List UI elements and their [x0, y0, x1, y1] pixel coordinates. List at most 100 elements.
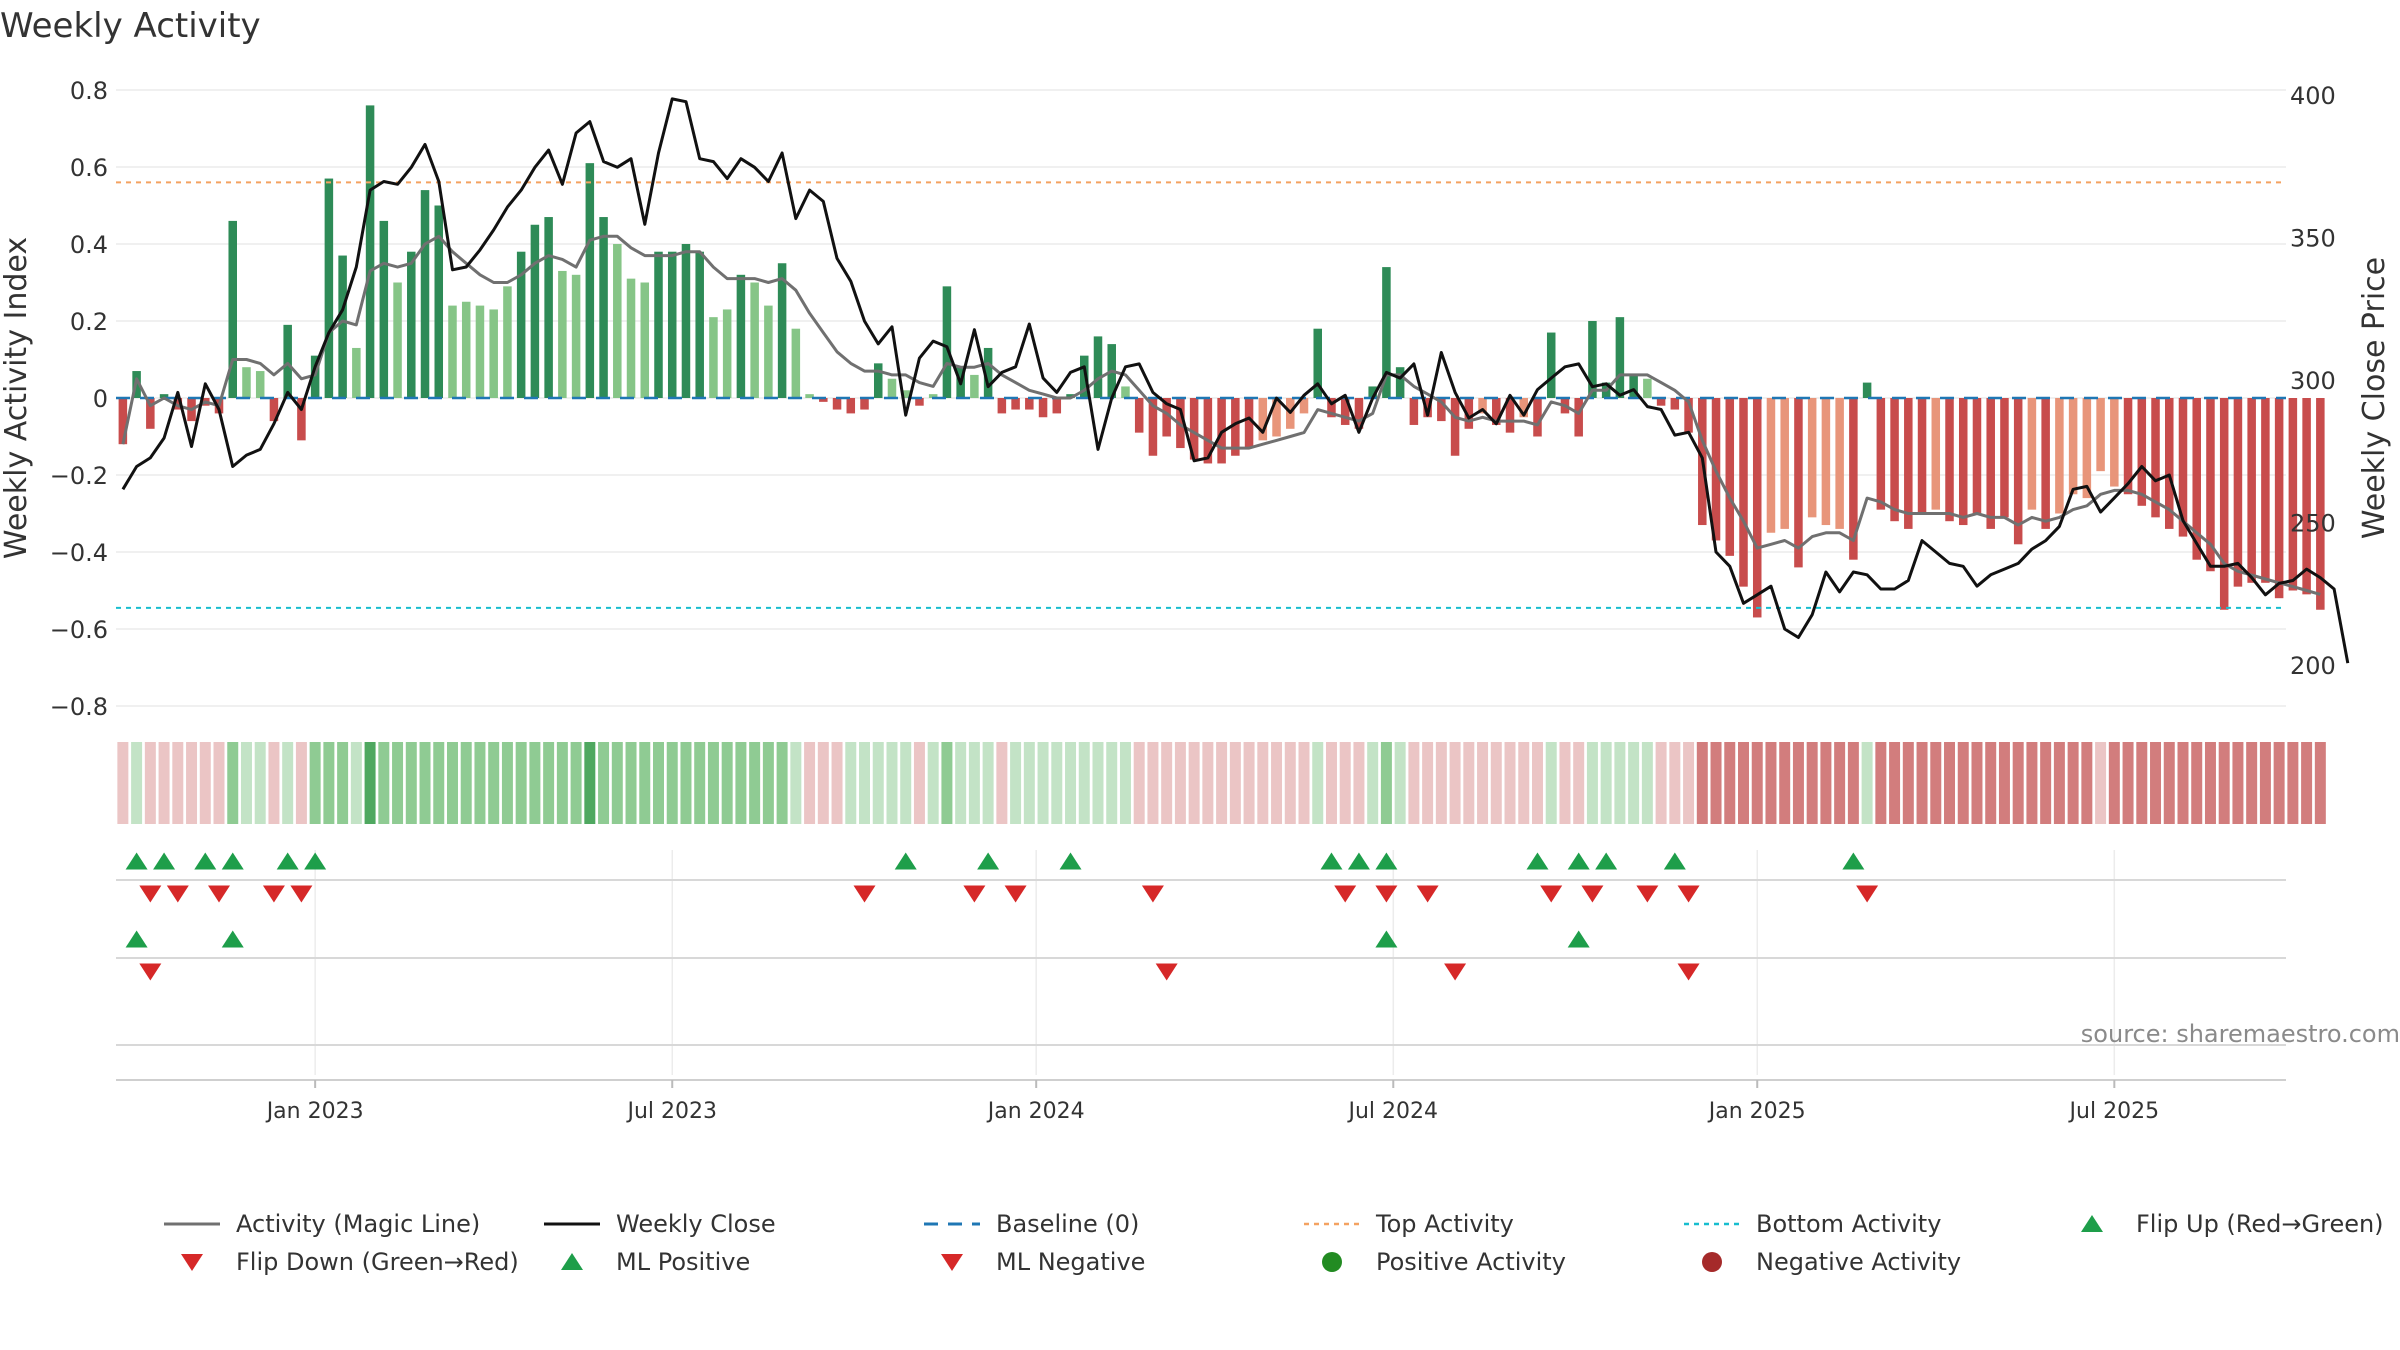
flip-markers	[116, 852, 2286, 1046]
activity-bar	[2055, 398, 2064, 514]
activity-bar	[324, 178, 334, 398]
heat-strip-cell	[158, 742, 170, 824]
y2-axis-label: Weekly Close Price	[2357, 257, 2392, 539]
heat-strip-cell	[1751, 742, 1763, 824]
activity-bar	[1656, 398, 1666, 406]
heat-strip-cell	[570, 742, 582, 824]
flip-up-marker	[276, 852, 299, 870]
blue-dashed-line-icon	[924, 1222, 980, 1226]
legend-label: Flip Down (Green→Red)	[236, 1248, 519, 1276]
activity-bar	[860, 398, 869, 410]
activity-bar	[1670, 398, 1680, 410]
legend-label: Activity (Magic Line)	[236, 1210, 481, 1238]
flip-up-marker	[1567, 852, 1590, 870]
heat-strip-cell	[1861, 742, 1873, 824]
activity-bar	[2000, 398, 2009, 518]
heat-strip-cell	[1696, 742, 1708, 824]
heat-strip-cell	[1518, 742, 1530, 824]
activity-bar	[1299, 398, 1309, 414]
activity-bar	[887, 378, 897, 398]
activity-bar	[915, 398, 924, 406]
heat-strip-cell	[1971, 742, 1983, 824]
heat-strip-cell	[254, 742, 266, 824]
heat-strip-cell	[694, 742, 706, 824]
activity-bar	[1876, 398, 1886, 510]
flip-down-marker	[139, 885, 162, 903]
heat-strip-cell	[955, 742, 967, 824]
legend-label: Baseline (0)	[996, 1210, 1140, 1238]
flip-up-marker	[1595, 852, 1618, 870]
heat-strip-cell	[474, 742, 486, 824]
activity-bar	[434, 205, 444, 398]
activity-bar	[2068, 398, 2078, 495]
activity-bar	[983, 347, 993, 398]
activity-bar	[846, 398, 856, 414]
activity-bar	[1368, 386, 1377, 398]
y-tick-label: 0.8	[70, 77, 108, 105]
activity-bar	[1917, 398, 1927, 514]
activity-bar	[626, 278, 636, 398]
activity-bar	[613, 244, 622, 398]
heat-strip-cell	[1229, 742, 1241, 824]
heat-strip-cell	[1339, 742, 1351, 824]
heat-strip-cell	[1312, 742, 1324, 824]
flip-up-marker	[1526, 852, 1549, 870]
y2-tick-label: 350	[2290, 225, 2336, 253]
ml-positive-marker	[1375, 930, 1398, 948]
heat-strip-cell	[1957, 742, 1969, 824]
heat-strip-cell	[2067, 742, 2079, 824]
activity-bar	[173, 398, 183, 410]
activity-bar	[1904, 398, 1913, 529]
activity-bar	[695, 251, 704, 398]
activity-bar	[681, 244, 691, 398]
activity-bar	[942, 286, 952, 398]
heat-strip-cell	[131, 742, 143, 824]
activity-bar	[1835, 398, 1844, 529]
green-up-triangle-icon	[2081, 1215, 2103, 1232]
activity-bar	[269, 398, 279, 422]
activity-bar	[159, 394, 169, 398]
legend-item: Weekly Close	[540, 1210, 776, 1238]
activity-bar	[407, 251, 416, 398]
activity-bar	[489, 309, 498, 398]
activity-bar	[2192, 398, 2201, 560]
flip-up-marker	[1375, 852, 1398, 870]
heat-strip-cell	[2246, 742, 2258, 824]
activity-bar	[228, 220, 237, 398]
heat-strip-cell	[721, 742, 733, 824]
activity-bar	[654, 251, 663, 398]
heat-strip-cell	[1765, 742, 1777, 824]
activity-bar	[1038, 398, 1048, 418]
activity-bar	[1327, 398, 1336, 418]
activity-bar	[1958, 398, 1968, 526]
flip-down-marker	[1141, 885, 1164, 903]
flip-down-marker	[1375, 885, 1398, 903]
activity-bar	[2027, 398, 2037, 510]
activity-bar	[1588, 321, 1597, 398]
heat-strip-cell	[1257, 742, 1269, 824]
activity-bar	[736, 274, 746, 398]
flip-down-marker	[1540, 885, 1563, 903]
legend-label: ML Positive	[616, 1248, 751, 1276]
activity-bar	[832, 398, 842, 410]
heat-strip-cell	[2163, 742, 2175, 824]
activity-bar	[997, 398, 1007, 414]
activity-bar	[2206, 398, 2215, 572]
heat-strip-cell	[1298, 742, 1310, 824]
activity-bar	[2082, 398, 2092, 499]
heat-strip-cell	[1106, 742, 1118, 824]
activity-bar	[2316, 398, 2325, 610]
heat-strip-cell	[1573, 742, 1585, 824]
heat-strip-cell	[1930, 742, 1942, 824]
heat-strip-cell	[1902, 742, 1914, 824]
heat-strip-cell	[804, 742, 816, 824]
y2-tick-label: 300	[2290, 367, 2336, 395]
activity-bar	[667, 251, 677, 398]
heat-strip-cell	[2177, 742, 2189, 824]
activity-bar	[791, 328, 801, 398]
heat-strip-cell	[1078, 742, 1090, 824]
heat-strip-cell	[1847, 742, 1859, 824]
activity-bar	[722, 309, 732, 398]
weekly-close-line	[121, 97, 2350, 664]
flip-up-marker	[304, 852, 327, 870]
